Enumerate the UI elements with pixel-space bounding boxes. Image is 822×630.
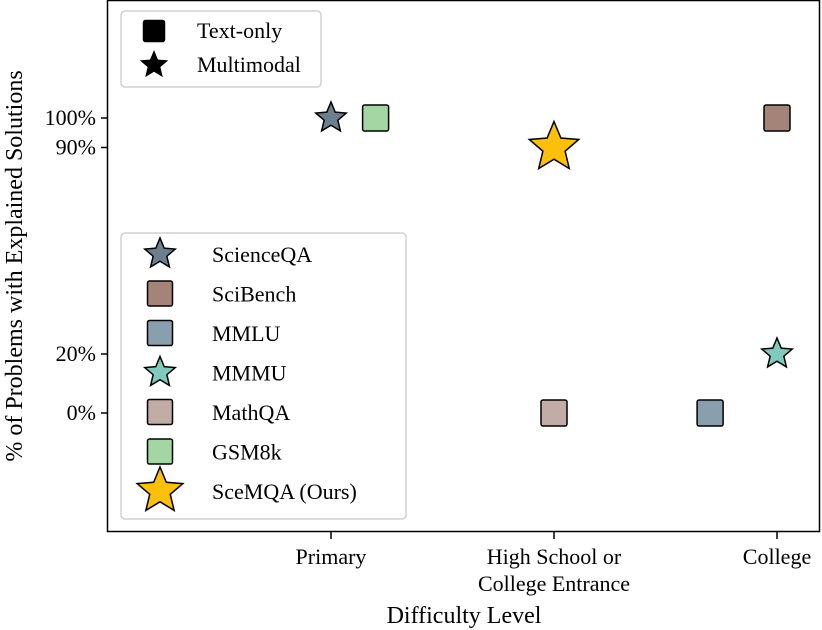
y-tick-label: 20% <box>56 341 96 366</box>
point-scibench <box>763 104 791 132</box>
legend-label-mmlu: MMLU <box>212 321 281 346</box>
legend-marker-gsm8k <box>146 438 174 465</box>
legend-marker-mmlu <box>146 319 174 347</box>
shape-legend-marker-square <box>142 19 166 43</box>
legend-label-mmmu: MMMU <box>212 361 287 386</box>
x-tick-label: High School or <box>487 544 622 569</box>
y-axis-ticks: 100% 90% 20% 0% <box>45 105 108 425</box>
legend-marker-scemqa-ours <box>135 465 185 513</box>
legend-label-scibench: SciBench <box>212 282 296 307</box>
legend-marker-scibench <box>146 280 174 307</box>
x-tick-label: College Entrance <box>478 571 630 596</box>
shape-legend-box <box>120 10 322 88</box>
series-legend-box <box>120 232 407 520</box>
plot-frame <box>106 0 821 533</box>
point-mmlu <box>696 399 724 427</box>
legend-label-gsm8k: GSM8k <box>212 440 282 465</box>
data-points <box>313 100 795 427</box>
legend-marker-mathqa <box>146 398 174 426</box>
shape-legend: Text-only Multimodal <box>120 10 322 88</box>
point-mmmu <box>759 336 795 369</box>
y-tick-label: 100% <box>45 105 96 130</box>
x-tick-label: College <box>743 544 811 569</box>
x-tick-label: Primary <box>296 544 367 569</box>
shape-legend-items: Text-only Multimodal <box>139 18 301 78</box>
point-scemqa-ours <box>527 119 581 171</box>
shape-legend-marker-star <box>139 50 169 78</box>
legend-marker-scienceqa <box>142 236 178 269</box>
legend-label-scemqa-ours: SceMQA (Ours) <box>212 479 357 504</box>
legend-label-mathqa: MathQA <box>212 400 290 425</box>
point-gsm8k <box>361 104 390 132</box>
y-axis-title: % of Problems with Explained Solutions <box>2 70 28 461</box>
shape-legend-label: Text-only <box>197 18 282 43</box>
shape-legend-label: Multimodal <box>197 52 301 77</box>
series-legend-items: ScienceQA SciBench MMLU MMMU MathQA GSM8k SceM… <box>135 236 357 513</box>
point-scienceqa <box>313 100 349 133</box>
legend-label-scienceqa: ScienceQA <box>212 242 312 267</box>
point-mathqa <box>540 399 568 427</box>
y-tick-label: 0% <box>67 400 96 425</box>
y-tick-label: 90% <box>56 135 96 160</box>
x-axis-title: Difficulty Level <box>387 603 542 629</box>
legend-marker-mmmu <box>142 354 178 388</box>
series-legend: ScienceQA SciBench MMLU MMMU MathQA GSM8k SceM… <box>120 232 407 520</box>
